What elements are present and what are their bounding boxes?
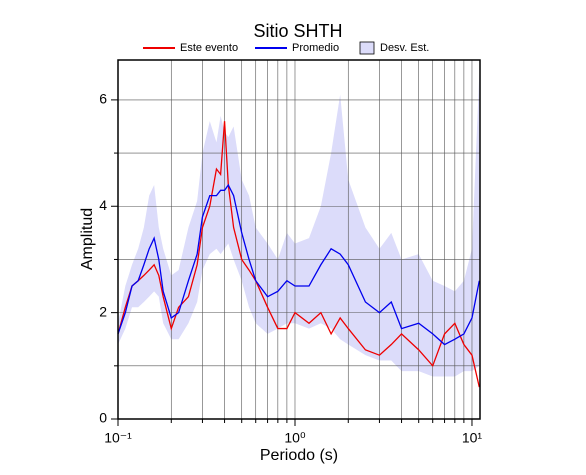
series-line bbox=[117, 183, 480, 346]
plot-frame bbox=[117, 59, 481, 420]
y-tick-label: 6 bbox=[99, 91, 107, 107]
x-tick-label: 10⁻¹ bbox=[104, 430, 132, 446]
legend-label: Este evento bbox=[180, 42, 238, 54]
chart-title: Sitio SHTH bbox=[253, 21, 342, 41]
x-axis-label: Periodo (s) bbox=[260, 447, 338, 464]
y-tick-label: 0 bbox=[99, 410, 107, 426]
legend-label: Desv. Est. bbox=[380, 42, 429, 54]
legend-swatch bbox=[359, 41, 375, 55]
x-tick-label: 10⁰ bbox=[284, 430, 306, 446]
legend-label: Promedio bbox=[292, 42, 339, 54]
y-tick-label: 2 bbox=[99, 303, 107, 319]
y-tick-label: 4 bbox=[99, 197, 107, 213]
x-tick-label: 10¹ bbox=[462, 430, 483, 446]
y-axis-label: Amplitud bbox=[79, 208, 96, 270]
std-band bbox=[118, 73, 480, 377]
series-line bbox=[117, 121, 480, 388]
